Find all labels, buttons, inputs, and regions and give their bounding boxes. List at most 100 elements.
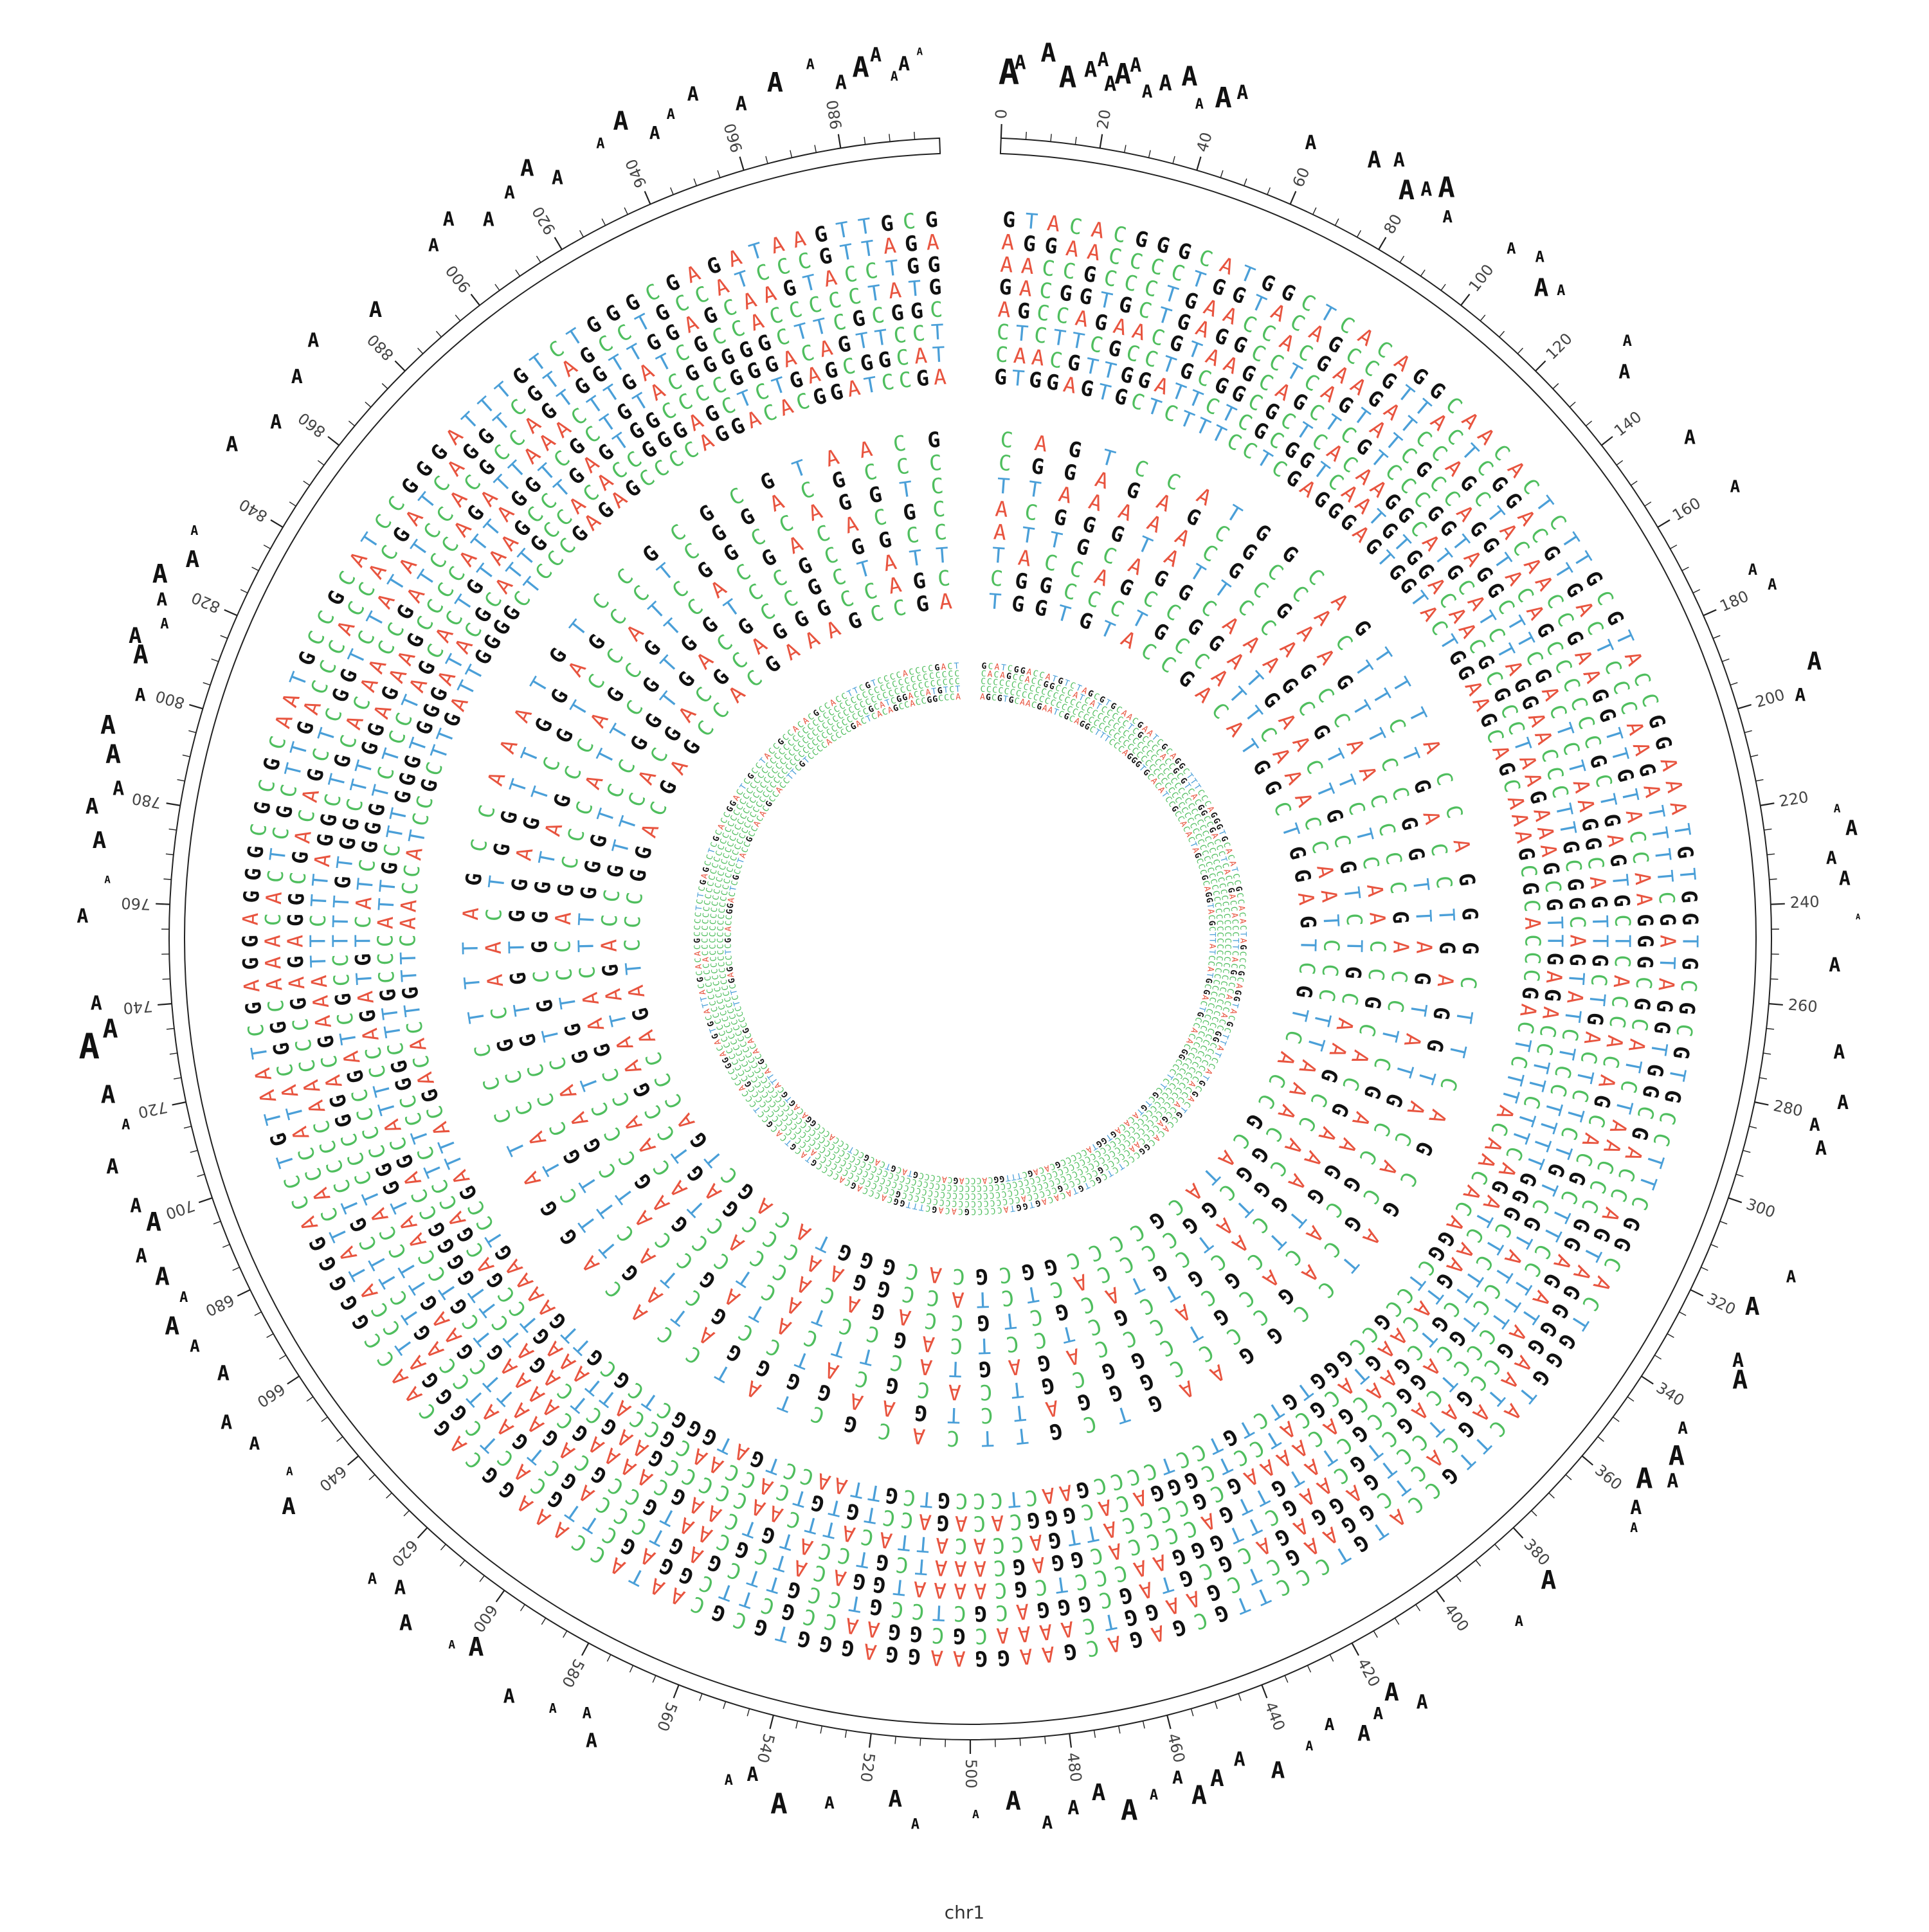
ruler-tick xyxy=(440,1544,446,1550)
sequence-letter: G xyxy=(283,914,309,927)
ruler-tick xyxy=(1416,1605,1420,1611)
ruler-tick xyxy=(271,520,283,527)
sequence-letter: A xyxy=(845,375,863,402)
sequence-letter: C xyxy=(1654,891,1680,905)
sequence-letter: C xyxy=(1506,1053,1533,1071)
ruler-tick xyxy=(1244,179,1247,186)
sequence-letter: C xyxy=(867,600,887,627)
sequence-letter: G xyxy=(977,1310,990,1336)
sequence-letter: C xyxy=(621,891,648,907)
sequence-letter: C xyxy=(991,693,997,703)
outer-letter: A xyxy=(1630,1520,1638,1535)
outer-letter: A xyxy=(1748,561,1758,579)
sequence-letter: G xyxy=(1028,366,1043,393)
ruler-tick xyxy=(1654,1355,1661,1359)
sequence-letter: A xyxy=(1293,891,1319,907)
sequence-letter: G xyxy=(1564,896,1589,910)
sequence-letter: G xyxy=(1206,920,1216,926)
ruler-tick xyxy=(1744,730,1752,732)
sequence-letter: C xyxy=(1206,955,1217,961)
outer-letter: A xyxy=(1373,1704,1384,1724)
ruler-tick-label: 700 xyxy=(163,1196,197,1223)
ruler-tick xyxy=(1291,191,1296,204)
sequence-letter: G xyxy=(936,1510,950,1536)
sequence-letter: T xyxy=(932,341,946,367)
ruler-tick-label: 320 xyxy=(1704,1290,1738,1319)
sequence-letter: A xyxy=(1507,811,1534,829)
ruler-tick xyxy=(1750,755,1758,757)
outer-letter: A xyxy=(1669,1440,1685,1471)
sequence-letter: C xyxy=(988,1175,993,1185)
sequence-letter: C xyxy=(952,1264,965,1290)
sequence-letter: G xyxy=(927,427,941,453)
outer-letter: A xyxy=(549,1701,557,1716)
sequence-letter: T xyxy=(1339,885,1365,901)
ruler-tick xyxy=(1582,1456,1593,1465)
outer-letter: A xyxy=(1271,1757,1285,1783)
sequence-letter: T xyxy=(988,588,1002,614)
ruler-tick xyxy=(1770,879,1777,880)
sequence-letter: C xyxy=(950,1333,963,1359)
sequence-letter: T xyxy=(1318,914,1344,928)
ruler-tick xyxy=(418,348,423,354)
sequence-letter: G xyxy=(685,1128,712,1153)
sequence-letter: G xyxy=(1295,915,1321,929)
sequence-letter: T xyxy=(484,874,510,890)
outer-letter: A xyxy=(1092,1780,1106,1806)
sequence-letter: T xyxy=(1054,600,1073,627)
sequence-letter: G xyxy=(978,1357,992,1382)
sequence-letter: T xyxy=(1011,365,1026,392)
ruler-tick-label: 940 xyxy=(622,156,650,190)
ruler-tick xyxy=(1125,145,1126,152)
sequence-letter: C xyxy=(996,319,1010,345)
sequence-letter: C xyxy=(955,1488,968,1513)
sequence-letter: C xyxy=(771,1206,795,1234)
ruler-tick xyxy=(1690,1290,1703,1296)
ruler-tick-label: 80 xyxy=(1381,211,1406,237)
sequence-letter: A xyxy=(776,393,797,420)
outer-letter: A xyxy=(369,297,382,323)
sequence-letter: T xyxy=(977,1333,991,1359)
ruler-tick-label: 440 xyxy=(1261,1699,1289,1733)
ruler-tick xyxy=(1701,1267,1708,1270)
ruler-tick xyxy=(1570,402,1575,407)
sequence-letter: C xyxy=(1294,961,1321,976)
outer-letter: A xyxy=(1541,1566,1556,1595)
outer-letter: A xyxy=(1067,1797,1079,1819)
outer-letter: A xyxy=(104,874,111,886)
ruler-tick xyxy=(653,1675,656,1683)
sequence-letter: A xyxy=(1520,917,1546,930)
sequence-letter: C xyxy=(950,692,955,703)
ruler-tick xyxy=(838,134,841,149)
outer-letter: A xyxy=(1195,96,1204,113)
sequence-letter: G xyxy=(1010,591,1026,617)
sequence-letter: A xyxy=(480,941,505,955)
ruler-tick xyxy=(1495,1544,1500,1550)
sequence-letter: A xyxy=(933,364,947,390)
ruler-tick xyxy=(1720,1222,1727,1224)
outer-letter: A xyxy=(1042,1812,1053,1833)
sequence-letter: T xyxy=(1411,909,1436,923)
ruler-tick xyxy=(1586,421,1591,426)
ruler-tick xyxy=(318,460,324,465)
outer-letter: A xyxy=(1210,1765,1224,1792)
outer-letter: A xyxy=(770,1788,788,1821)
ruler-tick-label: 740 xyxy=(122,997,153,1018)
sequence-letter: A xyxy=(911,1423,927,1449)
sequence-letter: C xyxy=(934,519,948,545)
sequence-letter: C xyxy=(260,913,286,926)
outer-letter: A xyxy=(226,432,238,456)
sequence-letter: T xyxy=(306,894,332,908)
sequence-letter: A xyxy=(938,588,953,614)
ruler-tick xyxy=(1191,1709,1193,1717)
outer-letter: A xyxy=(1534,273,1549,302)
sequence-letter: G xyxy=(597,963,624,978)
outer-letter: A xyxy=(282,1494,296,1520)
sequence-letter: C xyxy=(998,450,1013,476)
sequence-letter: C xyxy=(411,793,439,812)
sequence-letter: T xyxy=(1010,1377,1025,1404)
sequence-letter: T xyxy=(948,1357,962,1382)
ruler-tick-label: 380 xyxy=(1520,1535,1553,1569)
ruler-tick xyxy=(1335,219,1338,226)
